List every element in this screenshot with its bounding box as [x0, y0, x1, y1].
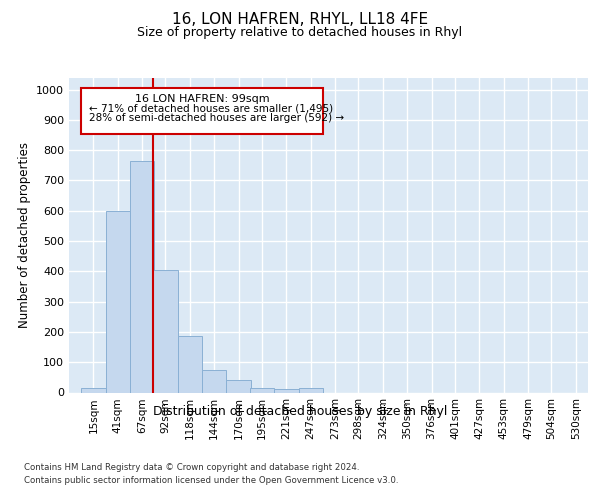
- Bar: [226, 380, 251, 392]
- Bar: [154, 270, 178, 392]
- Bar: [274, 390, 299, 392]
- Text: ← 71% of detached houses are smaller (1,495): ← 71% of detached houses are smaller (1,…: [89, 104, 333, 114]
- Bar: [178, 336, 202, 392]
- Text: 16, LON HAFREN, RHYL, LL18 4FE: 16, LON HAFREN, RHYL, LL18 4FE: [172, 12, 428, 28]
- Text: Contains HM Land Registry data © Crown copyright and database right 2024.: Contains HM Land Registry data © Crown c…: [24, 462, 359, 471]
- Text: 28% of semi-detached houses are larger (592) →: 28% of semi-detached houses are larger (…: [89, 113, 344, 123]
- Text: Distribution of detached houses by size in Rhyl: Distribution of detached houses by size …: [153, 405, 447, 418]
- Bar: [130, 161, 154, 392]
- Bar: [299, 388, 323, 392]
- Bar: [202, 370, 226, 392]
- Text: Contains public sector information licensed under the Open Government Licence v3: Contains public sector information licen…: [24, 476, 398, 485]
- Bar: [81, 88, 323, 134]
- Text: 16 LON HAFREN: 99sqm: 16 LON HAFREN: 99sqm: [135, 94, 269, 104]
- Bar: [106, 211, 130, 392]
- Text: Size of property relative to detached houses in Rhyl: Size of property relative to detached ho…: [137, 26, 463, 39]
- Y-axis label: Number of detached properties: Number of detached properties: [17, 142, 31, 328]
- Bar: [250, 388, 274, 392]
- Bar: [81, 388, 106, 392]
